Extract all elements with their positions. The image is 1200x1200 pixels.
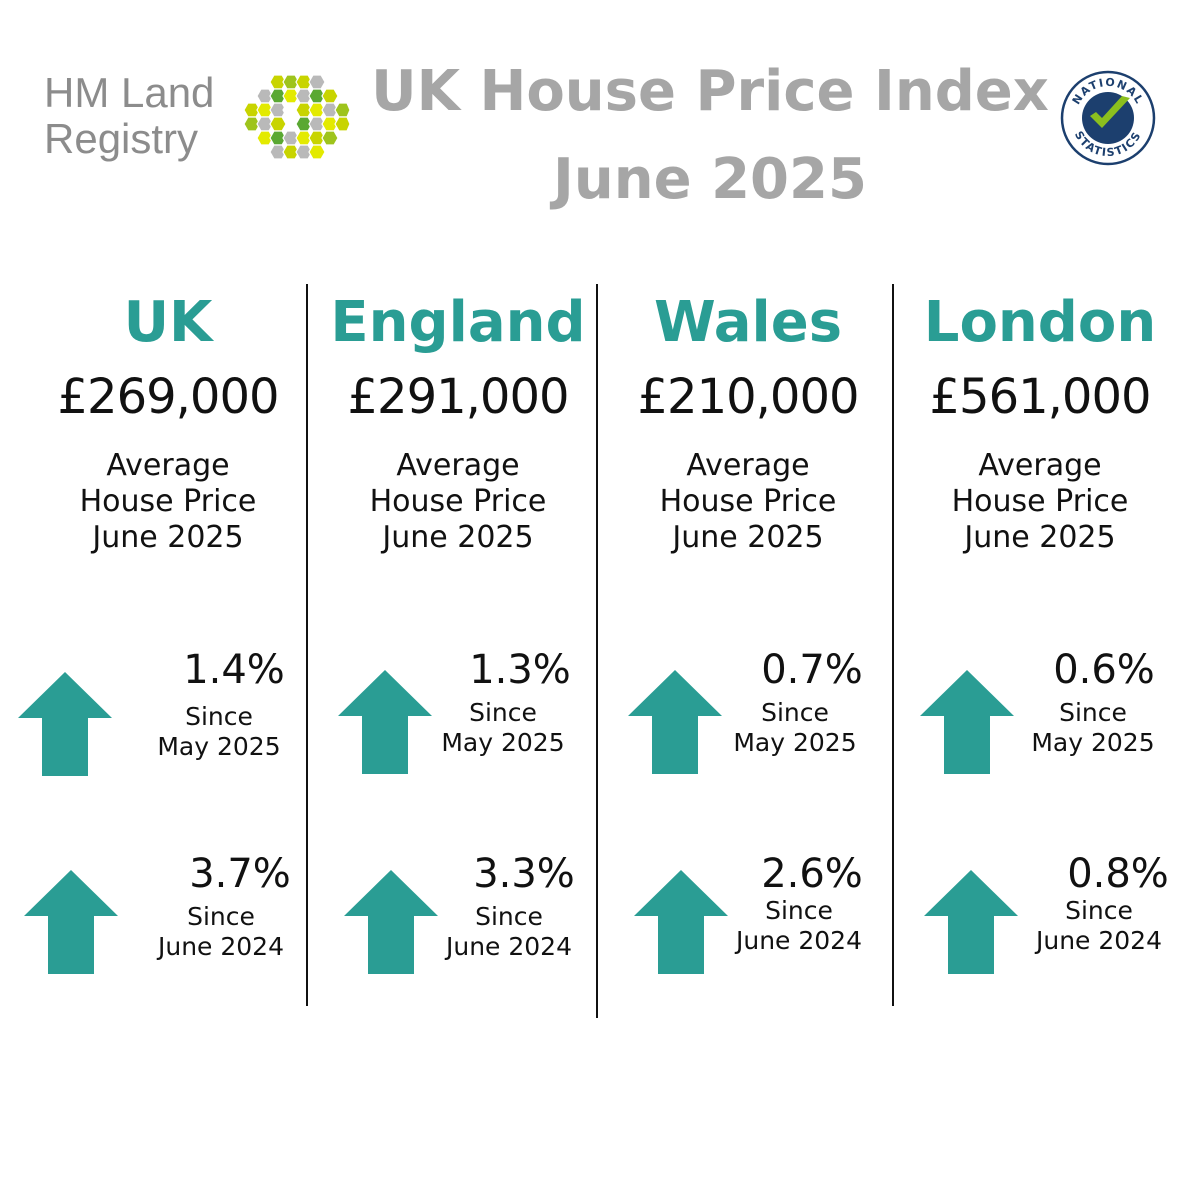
annual-change-uk: 3.7% Since June 2024	[24, 848, 316, 974]
column-divider	[892, 284, 894, 1006]
region-column-england: England £291,000 Average House Price Jun…	[312, 288, 604, 556]
since-line: Since	[475, 902, 543, 931]
arrow-up-icon	[24, 870, 118, 974]
desc-line: House Price	[659, 484, 837, 519]
region-name: England	[330, 290, 586, 355]
hm-land-registry-logo-text: HM Land Registry	[44, 70, 214, 162]
since-label: Since May 2025	[1008, 698, 1178, 758]
title-line-2: June 2025	[553, 147, 867, 212]
average-price: £561,000	[929, 369, 1151, 425]
logo-line-2: Registry	[44, 115, 199, 162]
arrow-up-icon	[924, 870, 1018, 974]
percent-change: 0.7%	[761, 647, 863, 693]
since-line: Since	[185, 702, 253, 731]
since-line: Since	[1065, 896, 1133, 925]
since-line: Since	[765, 896, 833, 925]
percent-change: 1.4%	[183, 647, 285, 693]
price-description: Average House Price June 2025	[22, 448, 314, 556]
percent-change: 0.8%	[1067, 851, 1169, 897]
monthly-change-uk: 1.4% Since May 2025	[18, 648, 310, 776]
arrow-up-icon	[628, 670, 722, 774]
hm-land-registry-hexagon-logo-icon	[244, 74, 350, 160]
since-line: June 2024	[1035, 926, 1162, 955]
percent-change: 3.3%	[473, 851, 575, 897]
desc-line: June 2025	[92, 520, 244, 555]
page-title: UK House Price Index June 2025	[330, 48, 1090, 224]
average-price: £210,000	[637, 369, 859, 425]
since-label: Since May 2025	[710, 698, 880, 758]
since-line: May 2025	[441, 728, 565, 757]
arrow-up-icon	[634, 870, 728, 974]
title-line-1: UK House Price Index	[371, 59, 1049, 124]
price-description: Average House Price June 2025	[602, 448, 894, 556]
annual-change-england: 3.3% Since June 2024	[344, 848, 636, 974]
percent-change: 2.6%	[761, 851, 863, 897]
since-line: Since	[187, 902, 255, 931]
column-divider	[596, 284, 598, 1018]
desc-line: June 2025	[382, 520, 534, 555]
region-column-wales: Wales £210,000 Average House Price June …	[602, 288, 894, 556]
national-statistics-badge-icon: NATIONAL STATISTICS	[1060, 70, 1156, 166]
region-name: London	[923, 290, 1157, 355]
desc-line: Average	[978, 448, 1102, 483]
average-price: £291,000	[347, 369, 569, 425]
price-description: Average House Price June 2025	[894, 448, 1186, 556]
percent-change: 1.3%	[469, 647, 571, 693]
monthly-change-england: 1.3% Since May 2025	[338, 647, 630, 774]
annual-change-wales: 2.6% Since June 2024	[634, 848, 926, 974]
region-name: UK	[123, 290, 213, 355]
since-label: Since June 2024	[424, 902, 594, 962]
since-label: Since June 2024	[714, 896, 884, 956]
desc-line: Average	[106, 448, 230, 483]
arrow-up-icon	[920, 670, 1014, 774]
desc-line: House Price	[951, 484, 1129, 519]
since-line: May 2025	[733, 728, 857, 757]
since-label: Since May 2025	[134, 702, 304, 762]
desc-line: June 2025	[672, 520, 824, 555]
average-price: £269,000	[57, 369, 279, 425]
since-line: Since	[1059, 698, 1127, 727]
percent-change: 0.6%	[1053, 647, 1155, 693]
since-line: Since	[469, 698, 537, 727]
arrow-up-icon	[338, 670, 432, 774]
since-line: Since	[761, 698, 829, 727]
column-divider	[306, 284, 308, 1006]
since-label: Since June 2024	[136, 902, 306, 962]
arrow-up-icon	[18, 672, 112, 776]
region-column-london: London £561,000 Average House Price June…	[894, 288, 1186, 556]
desc-line: House Price	[79, 484, 257, 519]
monthly-change-wales: 0.7% Since May 2025	[628, 647, 920, 774]
annual-change-london: 0.8% Since June 2024	[924, 848, 1200, 974]
since-line: June 2024	[735, 926, 862, 955]
since-line: May 2025	[157, 732, 281, 761]
since-label: Since June 2024	[1014, 896, 1184, 956]
since-label: Since May 2025	[418, 698, 588, 758]
monthly-change-london: 0.6% Since May 2025	[920, 647, 1200, 774]
desc-line: Average	[396, 448, 520, 483]
since-line: June 2024	[445, 932, 572, 961]
logo-line-1: HM Land	[44, 69, 215, 116]
desc-line: House Price	[369, 484, 547, 519]
since-line: May 2025	[1031, 728, 1155, 757]
region-name: Wales	[653, 290, 843, 355]
since-line: June 2024	[157, 932, 284, 961]
region-column-uk: UK £269,000 Average House Price June 202…	[22, 288, 314, 556]
desc-line: Average	[686, 448, 810, 483]
arrow-up-icon	[344, 870, 438, 974]
price-description: Average House Price June 2025	[312, 448, 604, 556]
percent-change: 3.7%	[189, 851, 291, 897]
desc-line: June 2025	[964, 520, 1116, 555]
